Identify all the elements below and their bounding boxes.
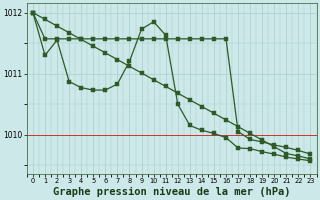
X-axis label: Graphe pression niveau de la mer (hPa): Graphe pression niveau de la mer (hPa) [53, 186, 291, 197]
